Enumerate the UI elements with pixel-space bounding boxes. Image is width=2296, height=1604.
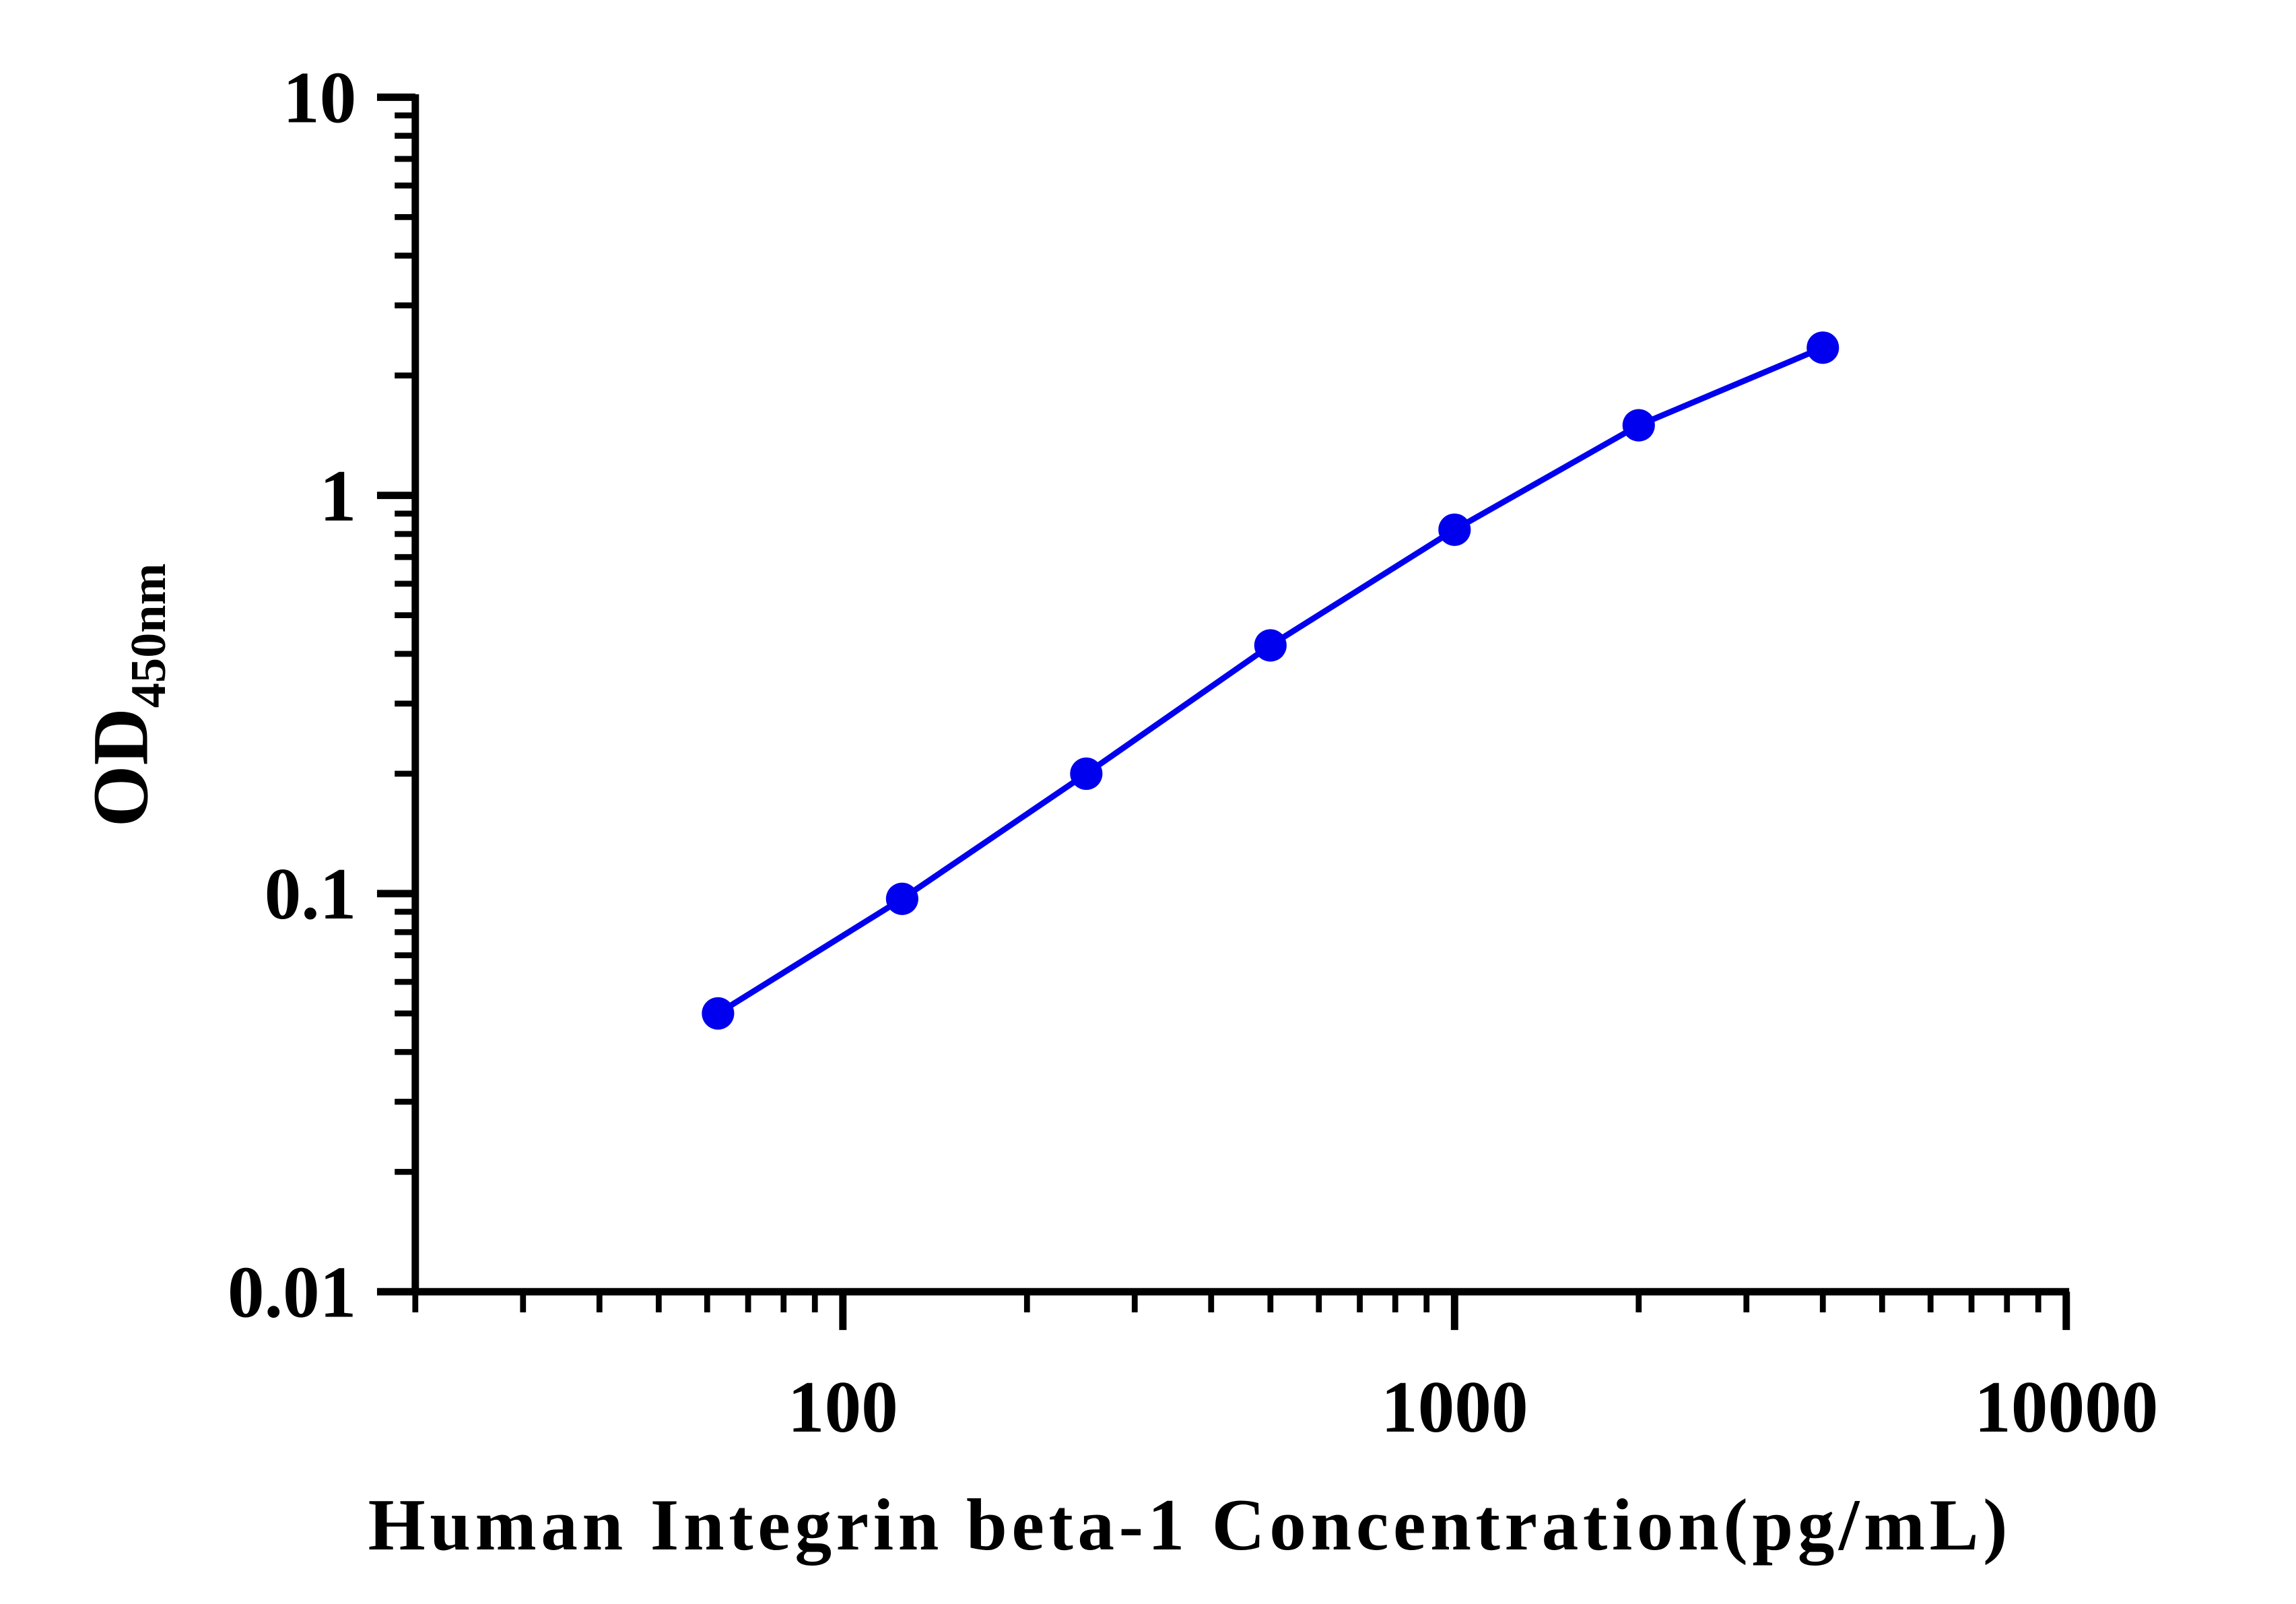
x-axis-label: Human Integrin beta-1 Concentration(pg/m… [368, 1484, 2012, 1566]
data-point [702, 997, 735, 1030]
data-point [885, 882, 918, 915]
y-label-main: OD [77, 708, 165, 827]
x-tick-label: 10000 [1974, 1366, 2158, 1448]
y-label-subscript: 450nm [121, 563, 176, 708]
y-axis-label-text: OD450nm [77, 563, 176, 827]
x-tick-label: 1000 [1381, 1366, 1528, 1448]
y-tick-label: 10 [283, 57, 356, 139]
data-point [1438, 513, 1471, 546]
y-axis-label: OD450nm [77, 563, 176, 827]
x-tick-label: 100 [788, 1366, 898, 1448]
data-point [1807, 331, 1839, 364]
y-tick-label: 0.01 [228, 1251, 356, 1333]
data-point [1070, 757, 1103, 791]
data-point [1254, 629, 1287, 662]
data-point [1622, 409, 1655, 442]
y-tick-label: 1 [320, 455, 357, 537]
series-line [716, 345, 1824, 1016]
y-tick-label: 0.1 [265, 853, 357, 935]
